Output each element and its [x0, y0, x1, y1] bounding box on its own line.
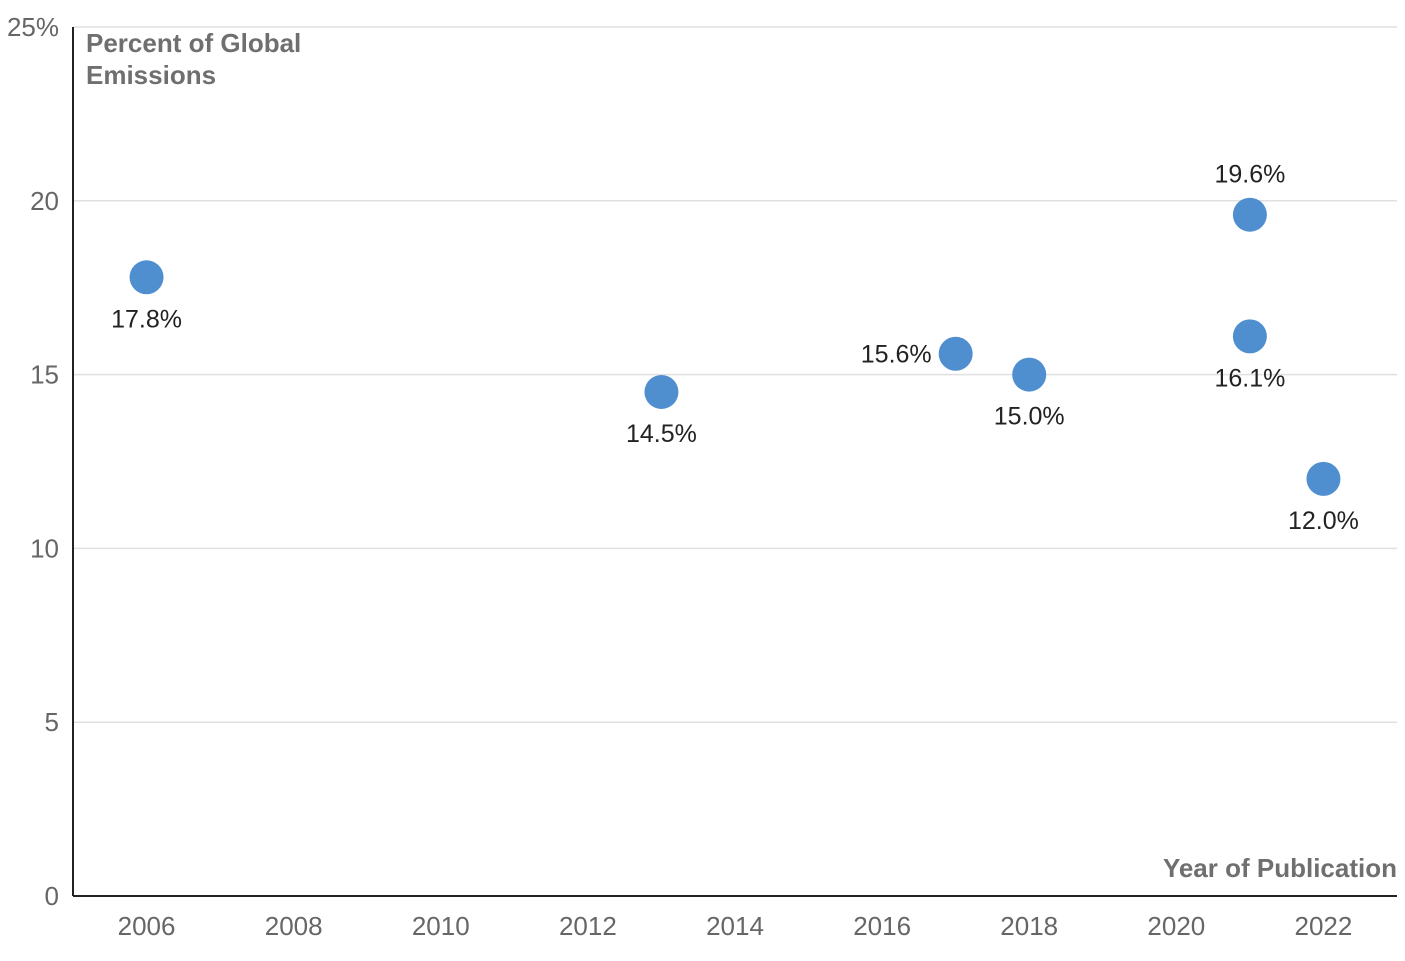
y-tick-label: 5	[45, 707, 59, 737]
x-tick-label: 2012	[559, 911, 617, 941]
data-point	[644, 375, 678, 409]
data-label: 16.1%	[1214, 364, 1285, 392]
y-axis-title-line-2: Emissions	[86, 60, 216, 90]
y-tick-labels: 0 5 10 15 20 25%	[7, 12, 59, 911]
x-tick-label: 2016	[853, 911, 911, 941]
x-tick-label: 2022	[1295, 911, 1353, 941]
x-tick-label: 2008	[265, 911, 323, 941]
y-tick-label: 0	[45, 881, 59, 911]
data-label: 12.0%	[1288, 507, 1359, 535]
x-tick-label: 2014	[706, 911, 764, 941]
data-label: 17.8%	[111, 305, 182, 333]
y-tick-label: 25%	[7, 12, 59, 42]
data-label: 15.6%	[861, 341, 932, 369]
data-point	[1233, 319, 1267, 353]
axes	[73, 27, 1397, 896]
data-point	[1012, 358, 1046, 392]
data-point	[1233, 198, 1267, 232]
data-labels: 17.8% 14.5% 15.6% 15.0% 19.6% 16.1% 12.0%	[111, 161, 1359, 535]
y-tick-label: 15	[30, 360, 59, 390]
x-tick-labels: 2006 2008 2010 2012 2014 2016 2018 2020 2022	[118, 911, 1353, 941]
data-point	[939, 337, 973, 371]
x-tick-label: 2020	[1147, 911, 1205, 941]
data-points	[130, 198, 1341, 496]
y-tick-label: 20	[30, 186, 59, 216]
data-label: 15.0%	[994, 403, 1065, 431]
x-tick-label: 2018	[1000, 911, 1058, 941]
y-tick-label: 10	[30, 533, 59, 563]
data-label: 14.5%	[626, 420, 697, 448]
gridlines	[73, 27, 1397, 722]
data-label: 19.6%	[1214, 161, 1285, 189]
x-tick-label: 2010	[412, 911, 470, 941]
data-point	[1306, 462, 1340, 496]
x-tick-label: 2006	[118, 911, 176, 941]
x-axis-title: Year of Publication	[1163, 853, 1397, 883]
y-axis-title-line-1: Percent of Global	[86, 28, 301, 58]
data-point	[130, 260, 164, 294]
